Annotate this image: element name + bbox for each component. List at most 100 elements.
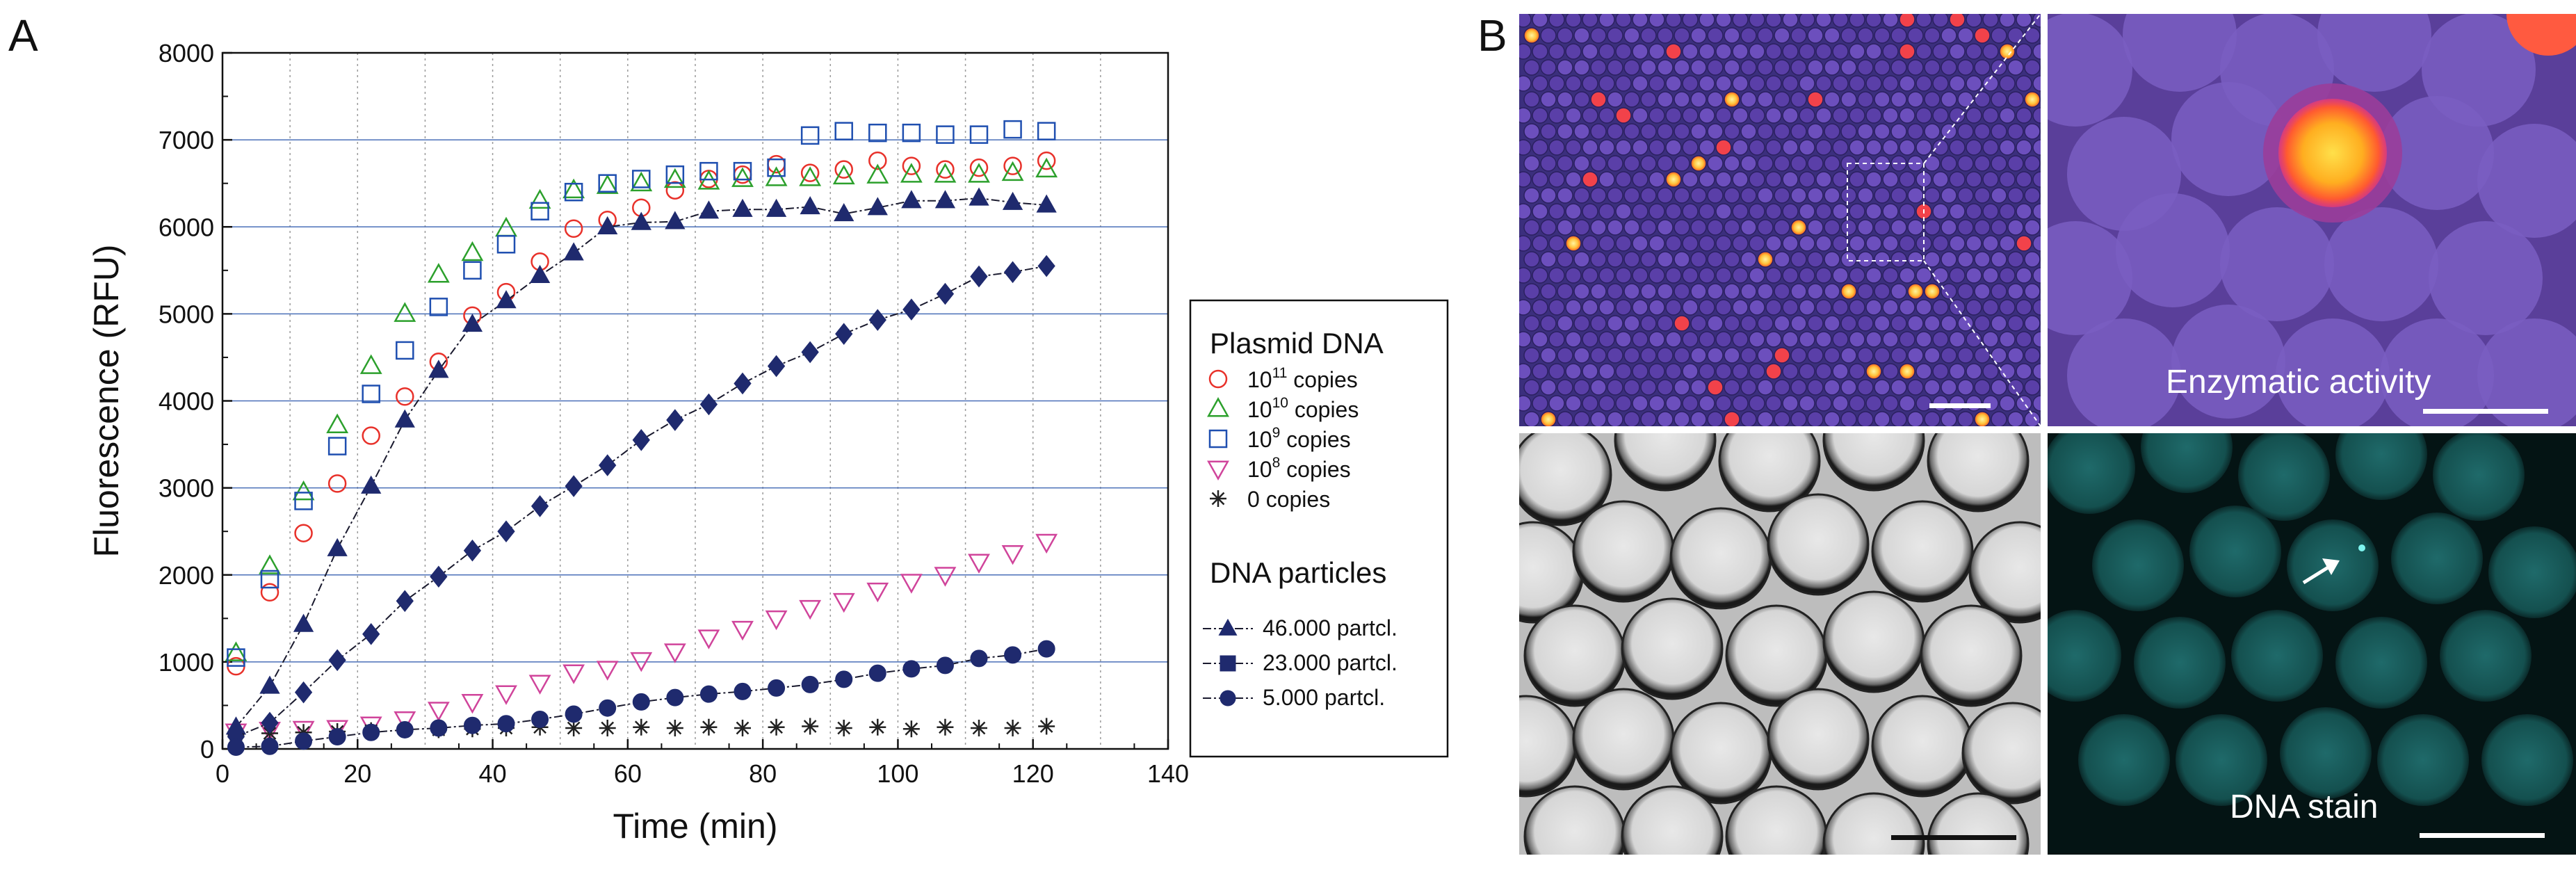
x-tick-label: 120 [1012,759,1054,788]
data-point [227,648,245,667]
data-point [294,492,313,510]
data-point [564,182,583,202]
y-axis-label: Fluorescence (RFU) [87,244,126,557]
data-point [598,174,617,193]
data-point [832,164,855,185]
scale-bar [1929,403,1991,408]
series-5-000-partcl- [227,640,1055,756]
data-point [463,539,482,562]
data-point [327,474,347,493]
legend-marker [1207,460,1229,481]
dna-stain-caption: DNA stain [2230,789,2379,825]
data-point [1003,261,1022,284]
data-point [362,723,380,741]
data-point [529,264,551,284]
data-point [562,664,585,684]
data-point [1037,640,1055,658]
data-point [733,161,752,181]
x-tick-label: 140 [1147,759,1189,788]
data-point [326,413,349,433]
data-point [430,719,448,737]
data-point [767,154,786,174]
data-point [902,156,921,175]
scale-bar [1891,835,2016,840]
data-point [562,178,585,199]
data-point [901,190,922,209]
data-point [801,341,819,364]
data-point [632,693,650,711]
data-point [428,360,449,378]
data-point [260,583,280,602]
data-point [799,599,822,620]
zoom-guide-line [1923,260,2041,426]
brightfield-droplets [1519,433,2041,855]
series-10-9-copies [227,120,1056,667]
data-point [1037,122,1056,140]
legend-marker [1208,369,1228,389]
series-10-11-copies [227,151,1056,676]
data-point [936,656,954,675]
data-point [697,629,720,649]
data-point [260,570,280,589]
data-point [394,711,416,732]
data-point [734,682,752,700]
brightfield-droplets-image [1519,433,2041,855]
data-point [666,409,684,431]
data-point [800,163,820,182]
data-point [294,524,313,542]
active-droplet [2278,99,2387,207]
data-point [968,554,990,574]
data-point [632,170,651,188]
data-point [765,198,787,217]
data-point [731,620,754,641]
data-point [936,282,955,305]
legend-marker [1220,655,1236,672]
data-point [971,719,987,736]
x-tick-label: 80 [749,759,777,788]
data-point [394,302,416,322]
data-point [396,590,414,613]
data-point [396,720,414,738]
data-point [359,354,382,374]
data-point [528,675,551,695]
legend-title-particles: DNA particles [1210,556,1386,589]
data-point [734,719,751,736]
data-point [969,158,989,177]
data-point [868,151,887,170]
legend-entry-label: 109 copies [1247,425,1351,452]
zoomed-droplet-image: Enzymatic activity [2048,14,2576,426]
data-point [767,355,786,378]
x-tick-label: 20 [343,759,371,788]
y-tick-label: 6000 [159,213,214,241]
x-tick-label: 40 [479,759,507,788]
data-point [427,702,450,722]
y-tick-label: 0 [200,735,214,764]
data-point [597,216,618,234]
legend-entry-label: 5.000 partcl. [1263,685,1385,710]
legend-entry-label: 108 copies [1247,455,1351,482]
data-point [937,718,954,736]
data-point [768,718,785,736]
dna-spot [2358,544,2365,551]
data-point [731,167,754,187]
data-point [799,166,822,186]
series-10-10-copies [225,157,1058,661]
data-point [699,685,718,703]
data-point [665,165,685,184]
y-tick-label: 5000 [159,300,214,328]
data-point [765,610,788,631]
data-point [936,125,955,144]
data-point [531,710,549,728]
data-point [734,372,752,395]
data-point [699,161,718,181]
data-point [832,592,855,613]
data-point [665,181,685,200]
data-point [934,163,957,183]
y-tick-label: 7000 [159,126,214,154]
legend-entry-label: 0 copies [1247,487,1330,512]
panel-label-a: A [8,10,38,60]
data-point [327,437,347,455]
data-point [429,298,448,316]
data-point [259,554,281,574]
data-point [294,681,313,704]
